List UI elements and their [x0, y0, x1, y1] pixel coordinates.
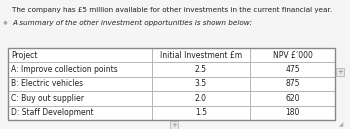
- Bar: [250, 62, 335, 77]
- Bar: [152, 77, 250, 91]
- Text: Project: Project: [11, 51, 37, 60]
- Text: 2.5: 2.5: [195, 65, 207, 74]
- Text: C: Buy out supplier: C: Buy out supplier: [11, 94, 84, 103]
- Text: 475: 475: [285, 65, 300, 74]
- Bar: [250, 91, 335, 106]
- Text: D: Staff Development: D: Staff Development: [11, 108, 94, 117]
- Text: A summary of the other investment opportunities is shown below:: A summary of the other investment opport…: [12, 20, 252, 26]
- Bar: [152, 91, 250, 106]
- Bar: [8, 48, 152, 62]
- Bar: [8, 62, 152, 77]
- Bar: [8, 77, 152, 91]
- Bar: [152, 62, 250, 77]
- Text: 875: 875: [285, 79, 300, 88]
- Bar: [8, 106, 152, 120]
- Bar: [250, 48, 335, 62]
- Text: 2.0: 2.0: [195, 94, 207, 103]
- Text: ❖: ❖: [3, 21, 8, 26]
- Text: 1.5: 1.5: [195, 108, 207, 117]
- Text: 3.5: 3.5: [195, 79, 207, 88]
- Text: A: Improve collection points: A: Improve collection points: [11, 65, 118, 74]
- Bar: [8, 91, 152, 106]
- Text: Initial Investment £m: Initial Investment £m: [160, 51, 242, 60]
- Text: B: Electric vehicles: B: Electric vehicles: [11, 79, 83, 88]
- Bar: [152, 48, 250, 62]
- Text: ◢: ◢: [339, 122, 343, 127]
- Text: The company has £5 million available for other investments in the current financ: The company has £5 million available for…: [12, 7, 332, 13]
- Bar: [250, 77, 335, 91]
- Text: 180: 180: [285, 108, 300, 117]
- Bar: [152, 106, 250, 120]
- Text: NPV £’000: NPV £’000: [273, 51, 313, 60]
- Bar: [250, 106, 335, 120]
- Text: +: +: [171, 122, 177, 128]
- Text: 620: 620: [285, 94, 300, 103]
- Bar: [8, 48, 335, 120]
- Text: +: +: [337, 69, 343, 75]
